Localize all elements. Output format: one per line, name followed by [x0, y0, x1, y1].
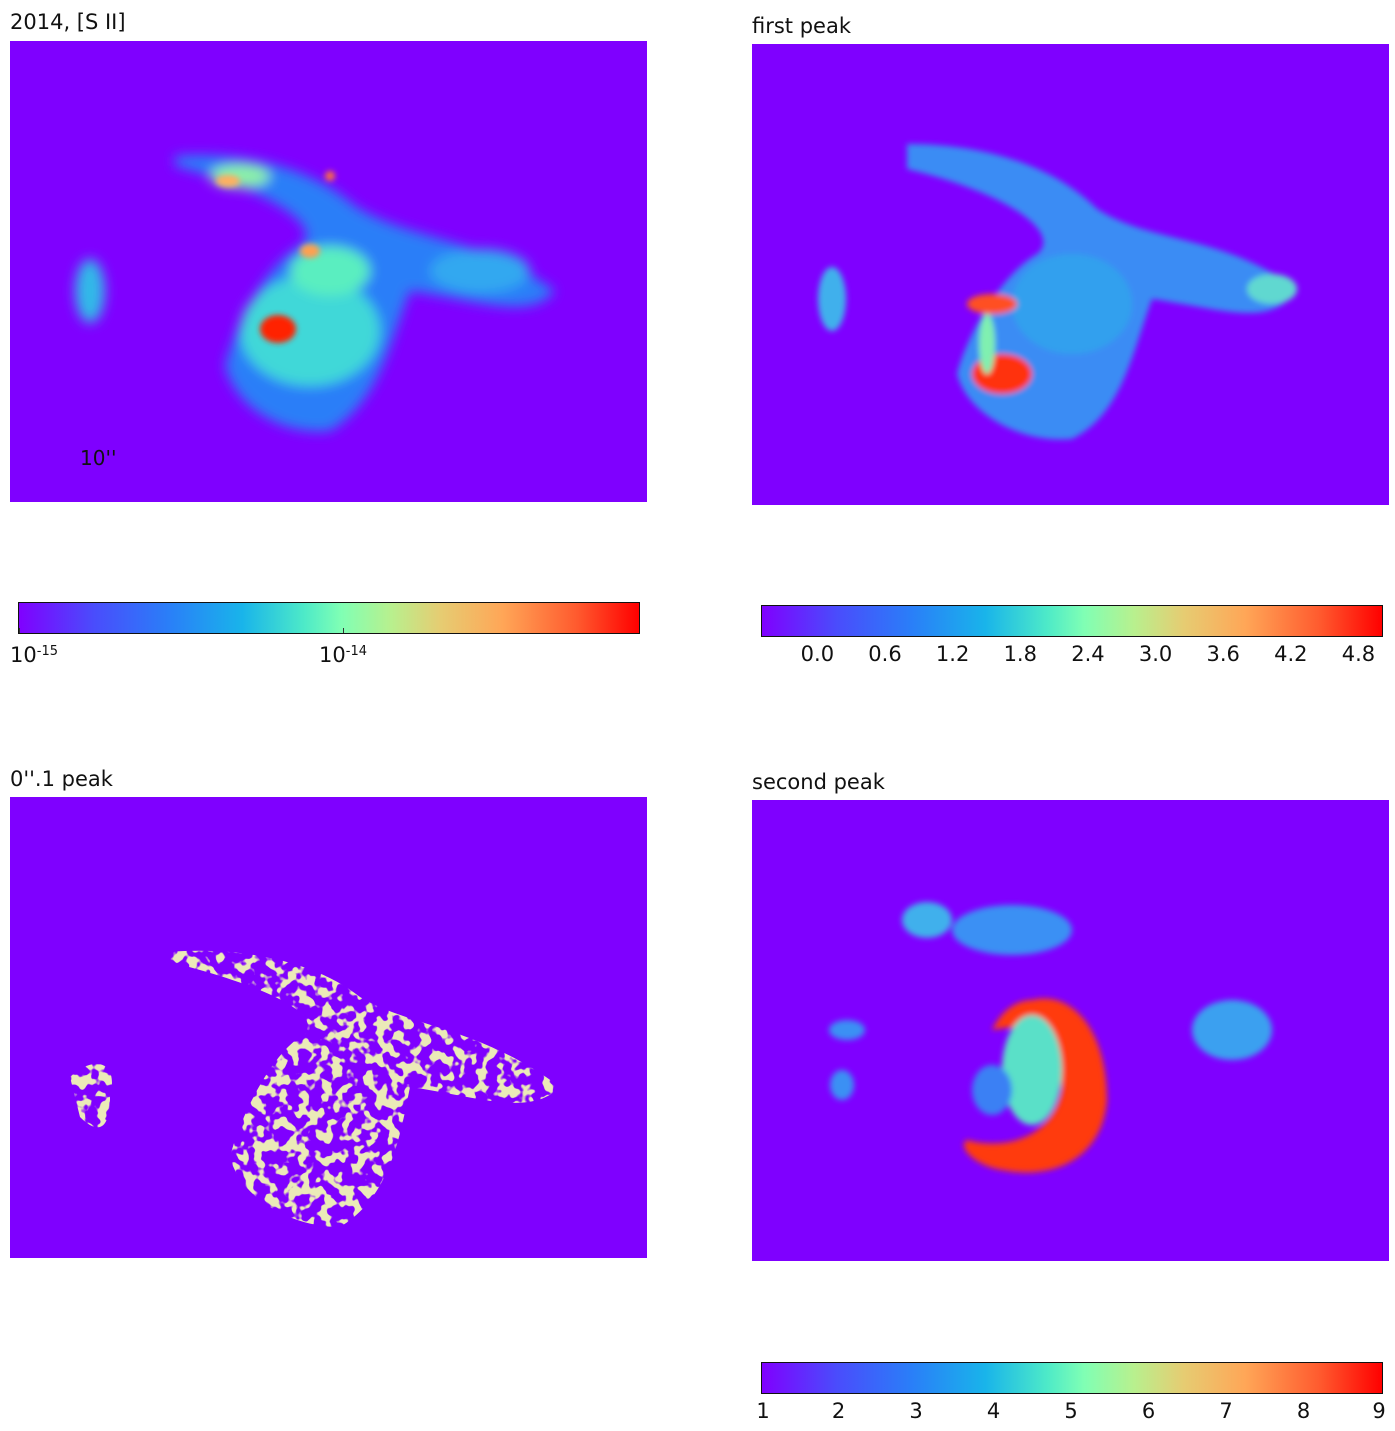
map-sii: 10'' [10, 41, 647, 502]
colorbar-tick: 3.0 [1138, 642, 1173, 666]
bright-knot [260, 315, 296, 343]
colorbar-tick: 2.4 [1071, 642, 1105, 666]
map-01-peak [10, 797, 647, 1258]
colorbar-tick: 1 [756, 1399, 770, 1423]
colorbar-tick: 7 [1219, 1399, 1233, 1423]
panel-title-01-peak: 0''.1 peak [10, 767, 113, 791]
colorbar-tick: 3 [909, 1399, 923, 1423]
map-first-peak [752, 44, 1389, 505]
panel-title-second-peak: second peak [752, 770, 885, 794]
nebula-core [240, 276, 380, 386]
map-second-peak [752, 800, 1389, 1261]
colorbar-second-peak [761, 1362, 1383, 1394]
colorbar-tick: 9 [1372, 1399, 1386, 1423]
red-ring [963, 998, 1107, 1173]
colorbar-tick: 1.2 [935, 642, 970, 666]
panel-title-sii: 2014, [S II] [10, 10, 126, 34]
colorbar-tick: 0.6 [868, 642, 902, 666]
colorbar-tick: 4.8 [1341, 642, 1376, 666]
colorbar-tick: 8 [1296, 1399, 1311, 1423]
colorbar-sii [18, 602, 640, 634]
colorbar-tick: 3.6 [1206, 642, 1240, 666]
panel-title-first-peak: first peak [752, 14, 851, 38]
colorbar-tick: 0.0 [800, 642, 835, 666]
colorbar-tick: 1.8 [1003, 642, 1037, 666]
colorbar-tick: 5 [1064, 1399, 1078, 1423]
colorbar-tick-1e-14: 10-14 [319, 643, 367, 667]
colorbar-first-peak [761, 605, 1383, 637]
west-knot [75, 259, 105, 323]
colorbar-tick-1e-15: 10-15 [10, 643, 58, 667]
colorbar-tick: 4 [986, 1399, 1001, 1423]
colorbar-tick: 6 [1141, 1399, 1156, 1423]
scale-bar-label: 10'' [80, 446, 117, 470]
scale-bar-arrow [47, 470, 647, 502]
colorbar-tick: 4.2 [1274, 642, 1308, 666]
nebula-arc [175, 155, 555, 432]
colorbar-tick: 2 [831, 1399, 846, 1423]
